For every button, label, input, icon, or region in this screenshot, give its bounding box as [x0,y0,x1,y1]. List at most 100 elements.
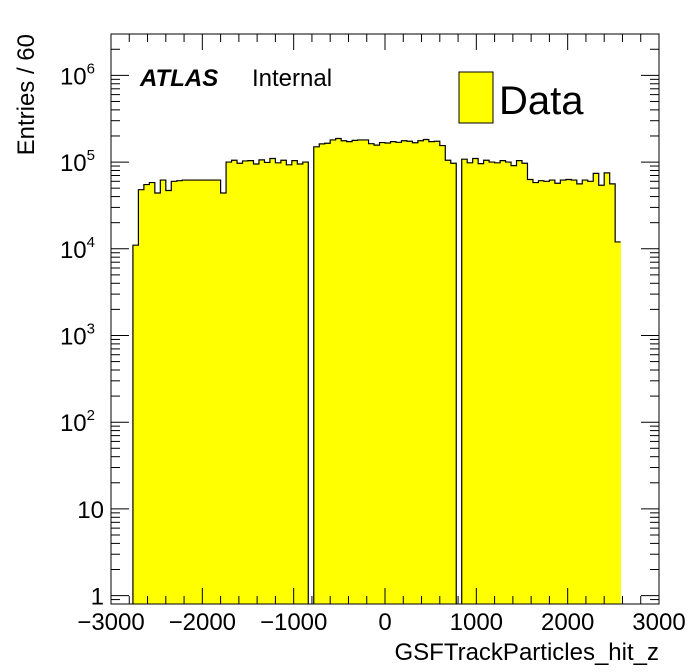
histogram-bar [522,163,528,604]
histogram-bar [505,162,512,604]
histogram-bar [226,162,232,604]
histogram-bar [390,141,397,604]
x-tick-label: 2000 [541,609,594,636]
histogram-bar [319,143,326,604]
histogram-bar [297,164,304,605]
histogram-bar [385,142,391,604]
internal-label-text: Internal [252,65,332,92]
histogram-bar [445,160,452,604]
x-axis-label: GSFTrackParticles_hit_z [394,639,659,666]
histogram-bar [379,142,386,605]
x-tick-label: 1000 [450,609,503,636]
histogram-bar [532,182,539,604]
histogram-bar [231,160,238,604]
histogram-bar [330,139,336,605]
legend-swatch [458,71,494,124]
histogram-bar [549,180,556,604]
y-axis-label: Entries / 60 [13,34,40,155]
histogram-bar [363,139,369,605]
histogram-bar [237,163,243,604]
histogram-bar [576,183,583,604]
histogram-bar [428,141,435,604]
histogram-bar [138,189,145,604]
histogram-bar [571,180,578,604]
histogram-bar [149,182,156,604]
atlas-label-text: ATLAS [139,65,218,92]
histogram-bar [565,179,572,604]
histogram-bar [280,160,287,604]
histogram-bar [494,162,501,604]
x-tick-label: −2000 [169,609,236,636]
histogram-bar [374,145,380,604]
x-tick-label: 3000 [632,609,685,636]
histogram-bar [220,192,227,604]
histogram-bar [204,180,210,604]
histogram-bar [543,181,550,604]
histogram-bar [335,138,342,604]
histogram-bar [160,180,167,604]
histogram-bar [187,180,194,604]
histogram-bar [357,139,364,605]
histogram-bar [182,180,189,604]
histogram-bar [489,162,495,604]
histogram-bar [324,143,331,604]
histogram-bar [198,180,205,604]
x-axis-ticks: −3000 −2000 −1000 0 1000 2000 3000 [77,34,686,636]
histogram-bar [472,158,479,604]
histogram-bar [346,141,353,604]
histogram-bar [500,160,506,604]
histogram-bar [368,143,375,604]
histogram-bar [242,160,249,604]
histogram-bar [461,159,468,605]
legend: Data [458,71,584,124]
histogram-bar [352,140,358,604]
histogram-bar [253,164,260,605]
histogram-bar [593,173,600,604]
histogram-bar [587,181,594,604]
histogram-bar [209,180,216,604]
histogram-bar [604,172,610,604]
histogram-bar [302,162,309,604]
histogram-bar [258,159,265,605]
histogram-bar [275,162,282,604]
histogram-bar [598,185,605,604]
histogram-bar [143,184,150,605]
histogram-bar [341,140,347,604]
histogram-bar [406,141,413,604]
histogram-bar [516,160,523,604]
histogram-bar [171,181,178,604]
histogram-bar [582,180,589,604]
histogram-bar [248,160,254,604]
histogram-bar [286,164,293,605]
histogram-bar [417,140,424,604]
histogram-bar [264,162,271,604]
histogram-bar [609,183,616,604]
histogram-bar [423,139,430,604]
histogram-bar [483,160,490,604]
histogram-bar [478,163,484,604]
x-tick-label: −1000 [260,609,327,636]
histogram-bar [132,245,139,604]
histogram-bar [527,179,534,604]
x-tick-label: 0 [378,609,391,636]
histogram-bar [538,180,545,605]
histogram-bar [291,160,298,604]
histogram-bar [313,146,320,604]
histogram-bar [401,140,408,604]
histogram-bar [467,162,473,604]
histogram-bar [439,145,446,605]
y-tick-label: 1 [91,584,104,611]
atlas-label: ATLAS Internal [139,65,332,92]
histogram-bar [193,180,199,604]
histogram-bar [615,241,621,604]
histogram-bar [165,190,172,604]
histogram-bar [434,141,441,604]
histogram-bar [450,163,457,604]
histogram-bar [269,158,276,604]
histogram-bar [395,142,402,604]
histogram-bar [176,180,183,605]
histogram-bars [132,138,621,605]
legend-label: Data [499,79,584,123]
histogram-bar [412,142,419,604]
